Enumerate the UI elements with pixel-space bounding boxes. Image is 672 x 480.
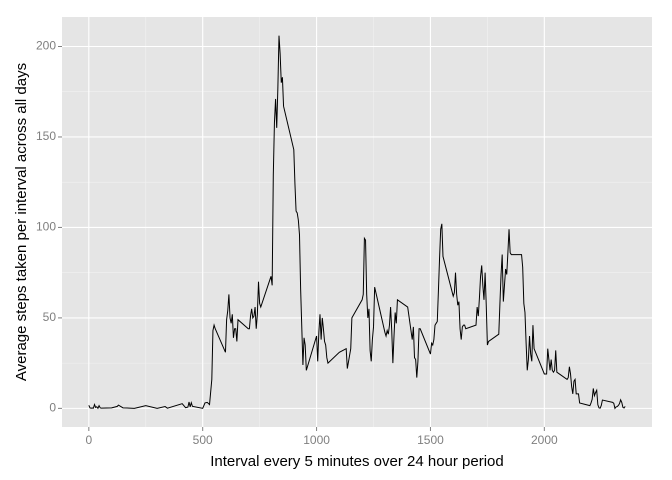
y-tick-label: 150 (36, 129, 56, 143)
y-tick-label: 100 (36, 220, 56, 234)
y-tick-label: 0 (49, 401, 56, 415)
y-axis-title: Average steps taken per interval across … (13, 63, 30, 381)
x-axis-title: Interval every 5 minutes over 24 hour pe… (210, 453, 504, 470)
x-tick-label: 0 (85, 433, 92, 447)
plot-background (62, 17, 652, 427)
y-tick-label: 200 (36, 39, 56, 53)
data-line (88, 35, 626, 410)
x-tick-label: 1500 (417, 433, 444, 447)
x-tick-label: 2000 (531, 433, 558, 447)
y-tick-label: 50 (43, 310, 57, 324)
x-tick-label: 1000 (303, 433, 330, 447)
x-tick-label: 500 (193, 433, 213, 447)
